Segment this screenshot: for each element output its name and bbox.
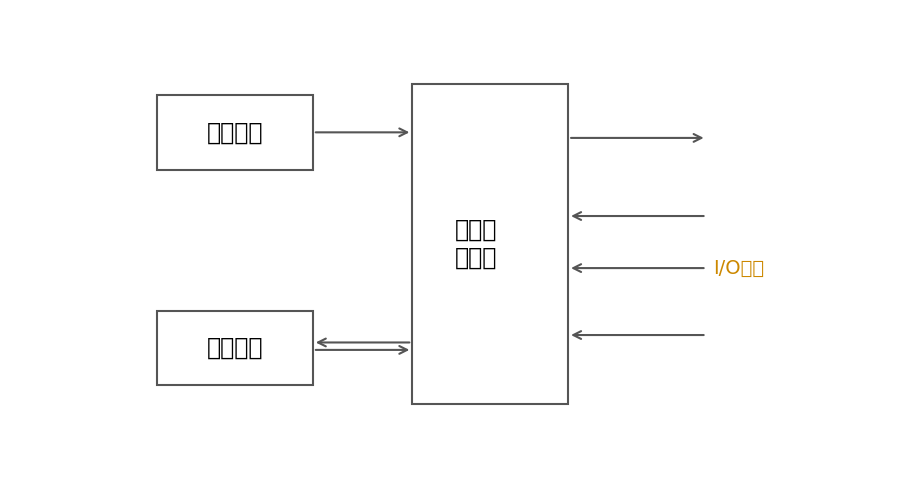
Bar xyxy=(157,311,313,385)
Text: 无线模块: 无线模块 xyxy=(207,336,264,360)
Text: 嵌入式
处理器: 嵌入式 处理器 xyxy=(455,218,497,270)
Bar xyxy=(157,95,313,170)
Bar xyxy=(412,84,568,404)
Text: 电源模块: 电源模块 xyxy=(207,120,264,144)
Text: I/O端口: I/O端口 xyxy=(714,258,765,278)
